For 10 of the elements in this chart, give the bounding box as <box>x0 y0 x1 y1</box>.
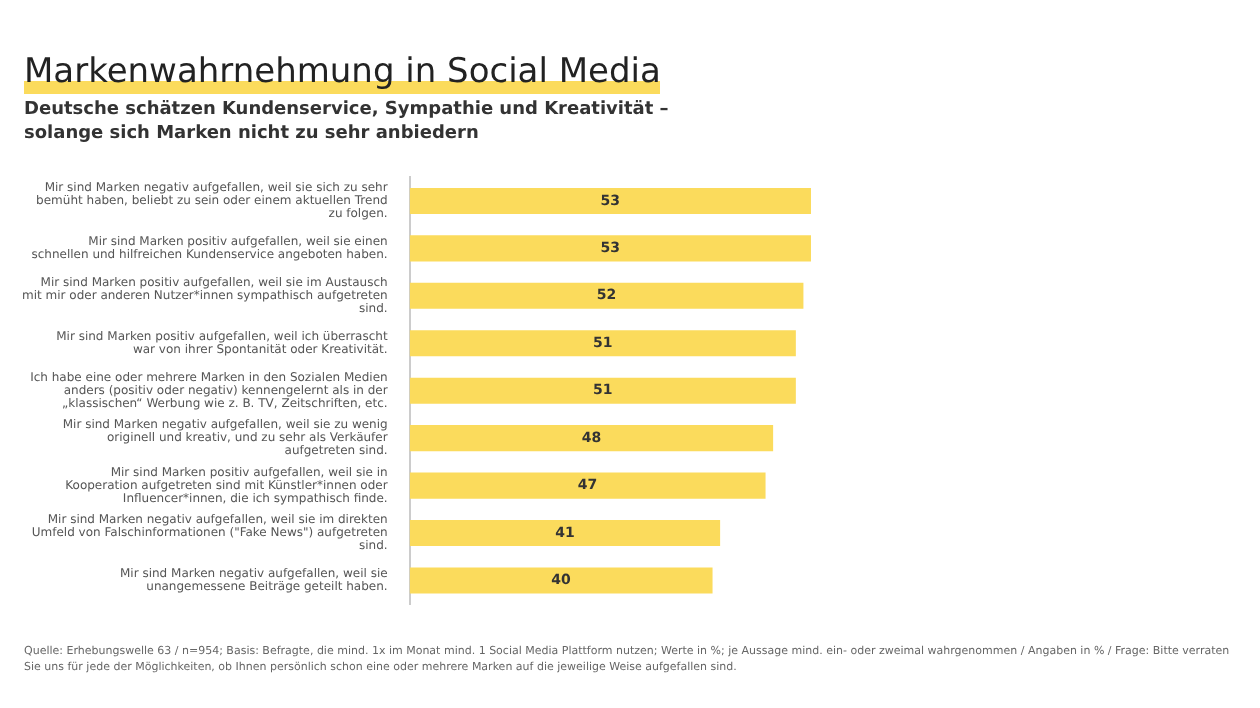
bar <box>409 236 811 263</box>
bar <box>409 378 796 405</box>
bar <box>409 330 796 358</box>
bar <box>409 283 804 310</box>
bar <box>409 425 774 452</box>
bar <box>409 188 811 215</box>
bar <box>409 520 721 547</box>
chart-subtitle: Deutsche schätzen Kundenservice, Sympathie und Kreativität – solange sich Marken nicht zu sehr anbiedern <box>24 100 671 147</box>
bar <box>409 473 766 500</box>
bar <box>409 568 713 595</box>
